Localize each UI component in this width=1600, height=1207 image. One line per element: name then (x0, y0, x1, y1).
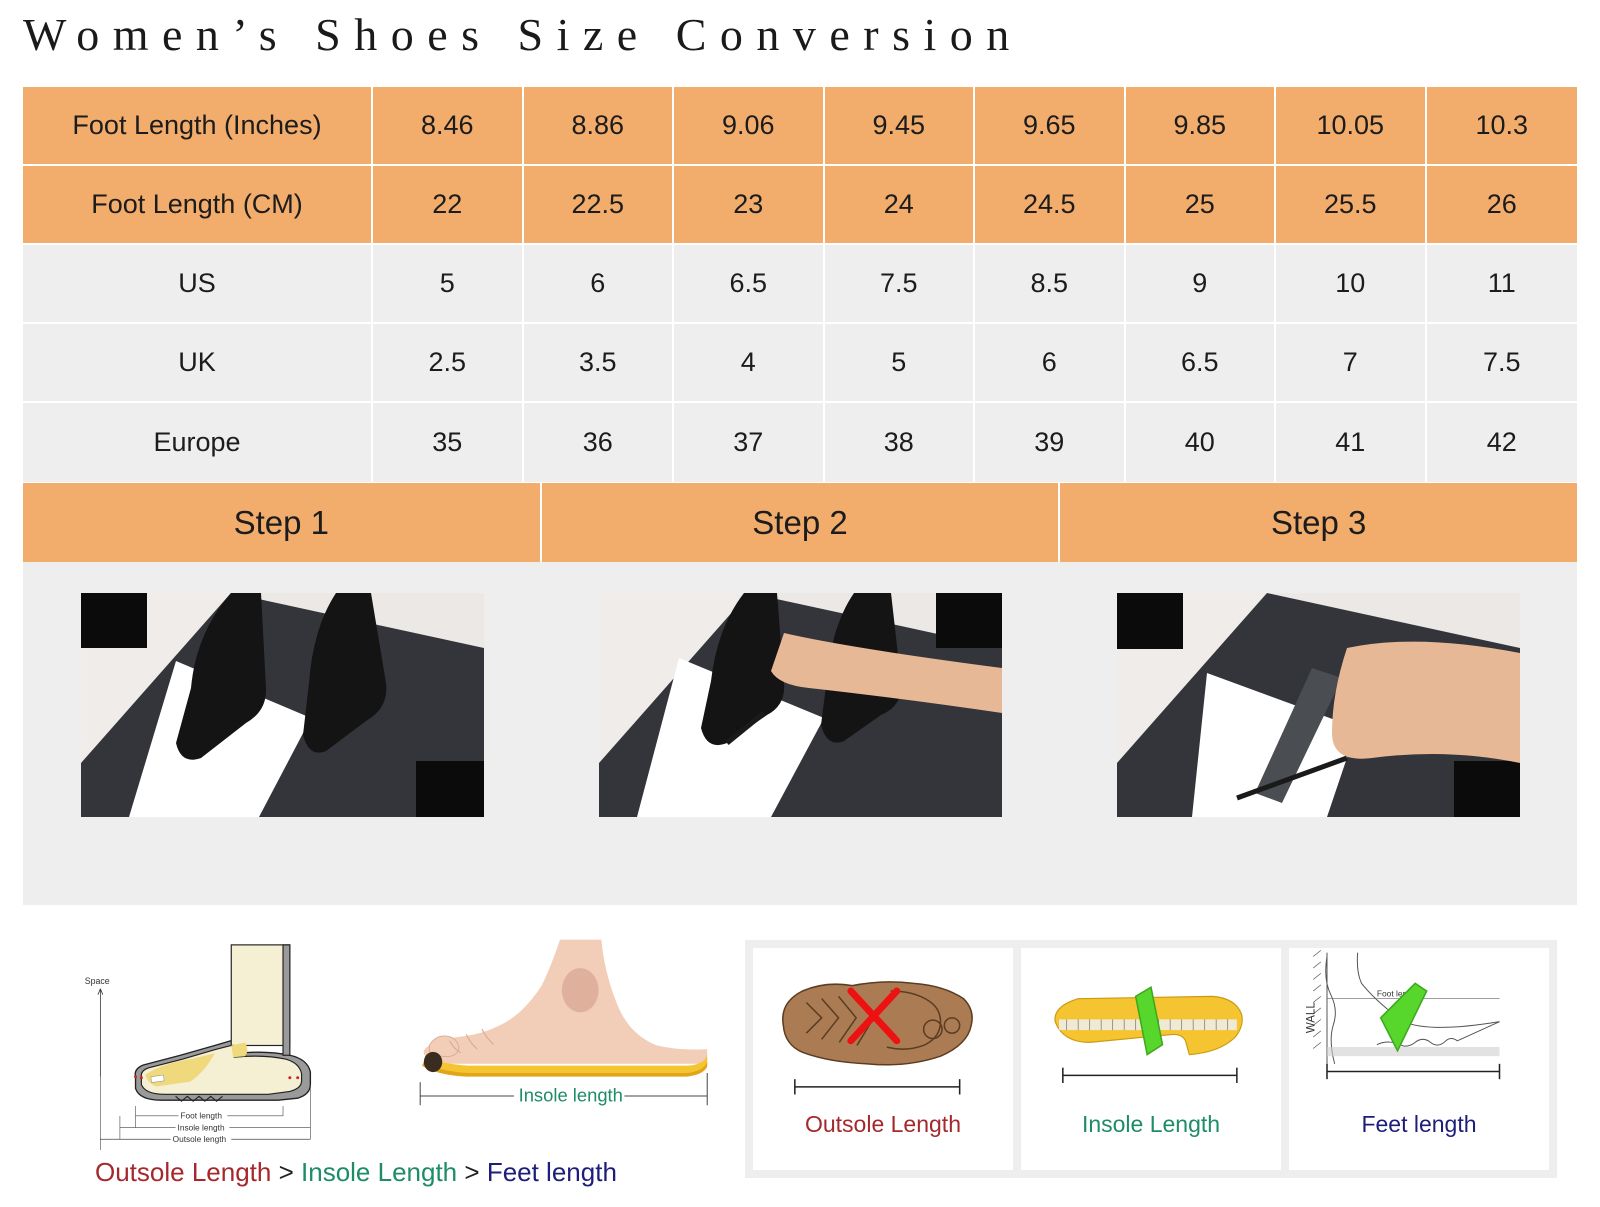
svg-text:Outsole length: Outsole length (173, 1134, 227, 1144)
svg-text:Foot length: Foot length (180, 1111, 222, 1121)
svg-text:Space: Space (85, 976, 110, 986)
svg-text:WALL: WALL (1306, 1002, 1318, 1033)
svg-text:Insole length: Insole length (519, 1085, 623, 1106)
svg-text:Insole length: Insole length (178, 1122, 225, 1132)
